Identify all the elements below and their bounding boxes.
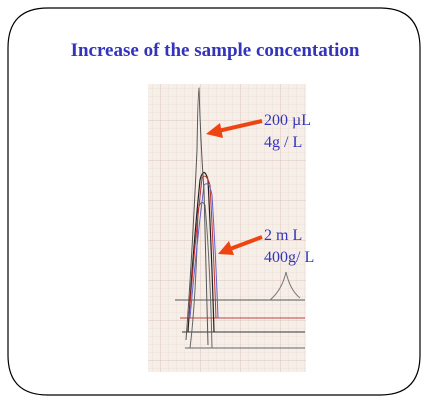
annotation: 400g/ L bbox=[264, 249, 314, 266]
annotation: 2 m L bbox=[264, 227, 302, 244]
chromatogram-image bbox=[148, 84, 306, 372]
slide-title: Increase of the sample concentation bbox=[71, 40, 360, 61]
annotation: 4g / L bbox=[264, 134, 302, 151]
arrow bbox=[218, 235, 263, 255]
annotation: 200 µL bbox=[264, 112, 311, 129]
arrow bbox=[206, 119, 263, 138]
